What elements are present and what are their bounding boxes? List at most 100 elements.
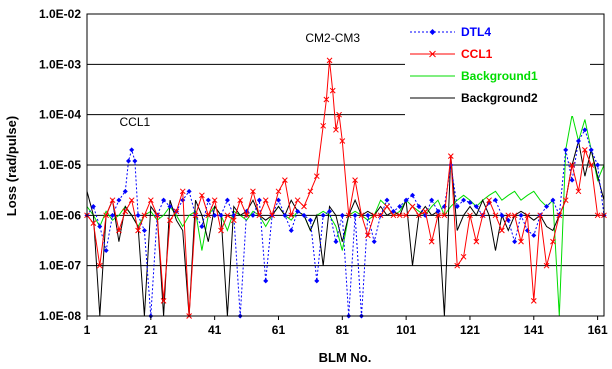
point-ccl1	[122, 208, 129, 215]
annotation-label: CCL1	[120, 115, 151, 129]
point-ccl1	[358, 212, 365, 219]
point-dtl4	[544, 203, 550, 209]
point-dtl4	[218, 212, 224, 218]
point-dtl4	[512, 239, 518, 245]
point-ccl1	[282, 177, 288, 184]
legend: DTL4 CCL1 Background1 Background2	[405, 20, 590, 116]
point-ccl1	[103, 212, 110, 219]
point-ccl1	[147, 197, 154, 204]
point-ccl1	[416, 212, 422, 219]
point-ccl1	[269, 212, 275, 219]
point-ccl1	[581, 146, 588, 153]
point-ccl1	[505, 212, 512, 219]
point-ccl1	[492, 212, 499, 219]
point-dtl4	[314, 278, 320, 284]
point-ccl1	[192, 212, 199, 219]
point-ccl1	[256, 212, 263, 219]
x-tick-labels: 1 21 41 61 81 101 121 141 161	[84, 316, 608, 337]
point-dtl4	[135, 212, 141, 218]
point-dtl4	[161, 197, 167, 203]
point-ccl1	[326, 57, 333, 64]
point-ccl1	[237, 197, 244, 204]
point-ccl1	[575, 188, 582, 195]
series-background2	[86, 140, 605, 317]
point-dtl4	[141, 227, 147, 233]
point-dtl4	[167, 203, 173, 209]
annotation-label: CM2-CM3	[305, 31, 360, 45]
point-ccl1	[211, 197, 218, 204]
point-dtl4	[499, 212, 505, 218]
point-ccl1	[179, 188, 186, 195]
point-ccl1	[403, 212, 409, 219]
point-ccl1	[556, 212, 563, 219]
legend-label: Background2	[461, 91, 538, 105]
point-dtl4	[384, 197, 390, 203]
point-ccl1	[333, 126, 339, 133]
point-ccl1	[199, 192, 205, 199]
point-dtl4	[550, 197, 556, 203]
legend-label: CCL1	[461, 47, 493, 61]
point-ccl1	[454, 262, 461, 269]
point-ccl1	[537, 212, 544, 219]
point-ccl1	[524, 212, 531, 219]
point-dtl4	[403, 197, 409, 203]
y-tick-label: 1.0E-07	[39, 259, 81, 273]
point-dtl4	[122, 188, 128, 194]
point-dtl4	[288, 227, 294, 233]
x-tick-label: 81	[336, 323, 350, 337]
point-ccl1	[294, 197, 301, 204]
point-ccl1	[167, 217, 173, 224]
x-tick-label: 121	[460, 323, 480, 337]
y-tick-label: 1.0E-04	[39, 108, 81, 122]
point-dtl4	[301, 212, 307, 218]
point-ccl1	[320, 122, 327, 129]
point-ccl1	[313, 173, 320, 180]
point-ccl1	[339, 138, 346, 144]
series-line-dtl4	[86, 128, 605, 317]
point-dtl4	[275, 197, 281, 203]
point-ccl1	[109, 197, 116, 204]
point-ccl1	[518, 238, 524, 245]
legend-marker	[429, 50, 436, 58]
point-dtl4	[397, 203, 403, 209]
point-dtl4	[454, 203, 460, 209]
legend-marker	[429, 29, 436, 35]
x-tick-label: 101	[396, 323, 416, 337]
point-dtl4	[103, 248, 109, 254]
point-ccl1	[218, 227, 224, 234]
point-dtl4	[518, 212, 524, 218]
point-ccl1	[160, 297, 167, 304]
point-dtl4	[582, 127, 588, 133]
point-dtl4	[327, 208, 333, 214]
y-tick-label: 1.0E-06	[39, 208, 81, 222]
x-axis-label: BLM No.	[319, 350, 372, 365]
point-ccl1	[288, 212, 295, 219]
point-ccl1	[396, 212, 403, 219]
point-ccl1	[569, 162, 575, 168]
point-ccl1	[307, 188, 314, 195]
point-ccl1	[301, 203, 307, 210]
series-line-background2	[86, 140, 605, 317]
point-ccl1	[230, 217, 237, 224]
point-dtl4	[473, 203, 479, 209]
point-dtl4	[416, 203, 422, 209]
point-ccl1	[329, 87, 336, 94]
point-dtl4	[575, 138, 581, 144]
point-dtl4	[97, 223, 103, 229]
x-tick-label: 161	[588, 323, 608, 337]
point-dtl4	[467, 199, 473, 205]
point-ccl1	[486, 197, 492, 204]
point-ccl1	[141, 212, 148, 219]
point-ccl1	[473, 238, 480, 245]
point-ccl1	[588, 162, 595, 168]
point-dtl4	[595, 162, 601, 168]
point-ccl1	[135, 227, 141, 234]
point-dtl4	[531, 232, 537, 238]
point-dtl4	[588, 147, 594, 153]
point-dtl4	[110, 212, 116, 218]
annotations: CCL1 CM2-CM3	[120, 31, 361, 129]
point-ccl1	[422, 208, 429, 215]
legend-label: Background1	[461, 69, 538, 83]
point-dtl4	[320, 212, 326, 218]
x-tick-label: 141	[524, 323, 544, 337]
